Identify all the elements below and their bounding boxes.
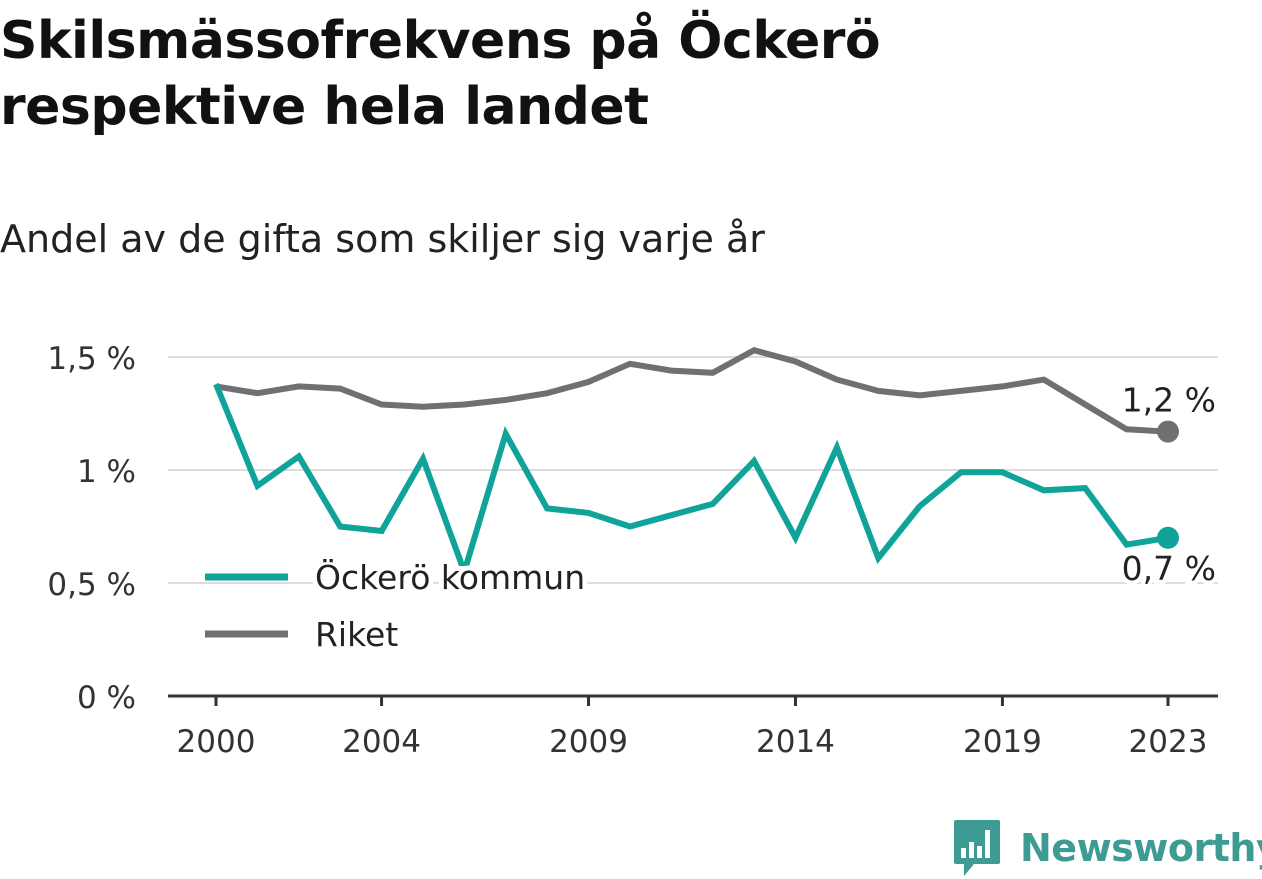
x-tick-label: 2023 [1129, 724, 1208, 760]
end-label-riket: 1,2 % [1122, 381, 1216, 420]
y-tick-label: 1,5 % [47, 341, 136, 377]
x-axis: 2000 2004 2009 2014 2019 2023 [168, 694, 1218, 760]
y-tick-label: 0,5 % [47, 567, 136, 603]
newsworthy-logo-icon [954, 820, 1000, 876]
end-point-riket [1157, 420, 1179, 443]
y-tick-label: 1 % [77, 454, 136, 490]
x-tick-label: 2004 [342, 724, 421, 760]
legend-label-ockero: Öckerö kommun [315, 557, 585, 597]
chart-subtitle: Andel av de gifta som skiljer sig varje … [0, 217, 765, 261]
end-point-ockero [1157, 526, 1179, 549]
legend-label-riket: Riket [315, 615, 398, 654]
chart-title: Skilsmässofrekvens på Öckerö respektive … [0, 11, 881, 137]
legend: Öckerö kommun Riket [205, 552, 590, 659]
x-tick-label: 2014 [756, 724, 835, 760]
x-tick-label: 2019 [963, 724, 1042, 760]
x-tick-label: 2000 [177, 724, 256, 760]
grid-lines [168, 356, 1218, 584]
end-label-ockero: 0,7 % [1122, 549, 1216, 588]
y-axis-ticks: 0 % 0,5 % 1 % 1,5 % [47, 341, 136, 716]
end-labels: 1,2 % 0,7 % [1118, 377, 1220, 592]
brand-logo: Newsworthy [952, 818, 1262, 878]
x-tick-label: 2009 [549, 724, 628, 760]
series-line-ockero [213, 382, 1169, 582]
y-tick-label: 0 % [77, 680, 136, 716]
series-lines [213, 346, 1169, 582]
brand-name: Newsworthy [1020, 826, 1262, 870]
line-chart: 0 % 0,5 % 1 % 1,5 % 2000 2004 2009 2014 2019 202… [47, 341, 1220, 760]
series-line-riket [215, 346, 1169, 435]
